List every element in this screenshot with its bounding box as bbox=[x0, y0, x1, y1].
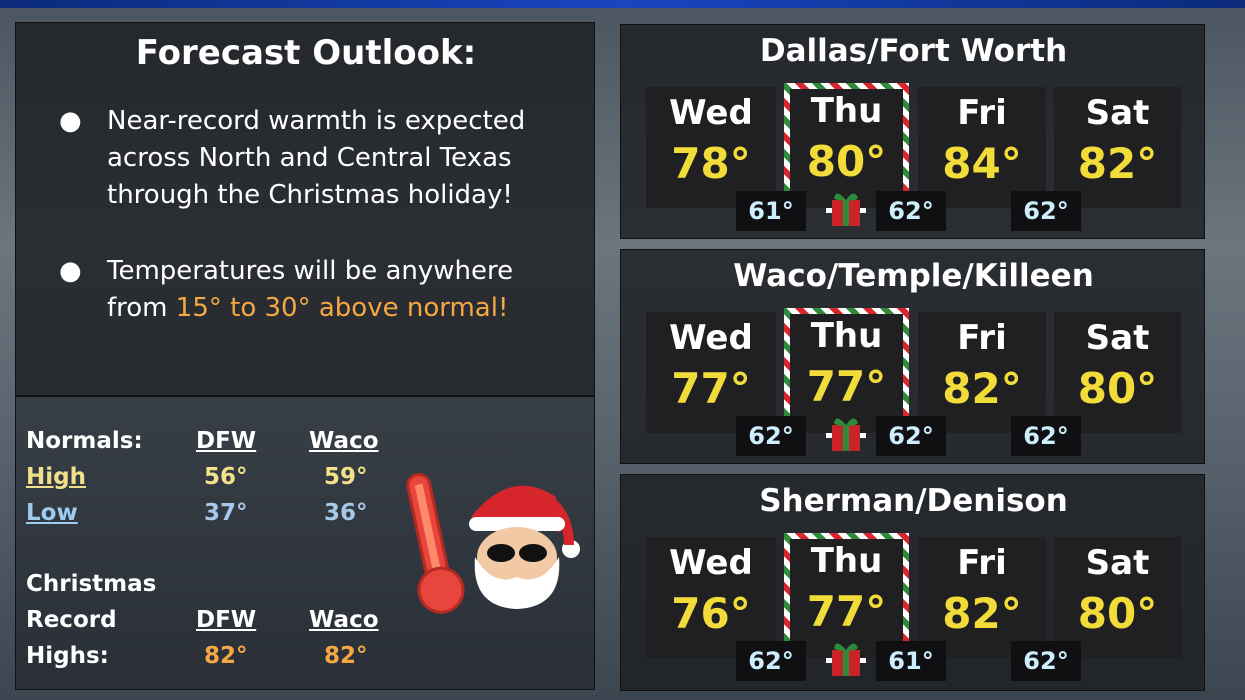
day-high: 82° bbox=[942, 589, 1022, 638]
top-bar bbox=[0, 0, 1245, 8]
day-name: Sat bbox=[1085, 93, 1150, 133]
day-card: Fri 84° bbox=[918, 87, 1046, 208]
day-name: Wed bbox=[669, 93, 753, 133]
row-label: Low bbox=[26, 500, 78, 526]
normals-label: Normals: bbox=[26, 428, 143, 454]
day-high: 77° bbox=[671, 364, 751, 413]
day-high: 82° bbox=[942, 364, 1022, 413]
day-card: Fri 82° bbox=[918, 312, 1046, 433]
day-card: Sat 82° bbox=[1054, 87, 1181, 208]
day-name: Thu bbox=[810, 541, 883, 581]
column-header: Waco bbox=[309, 428, 379, 454]
city-panel: Dallas/Fort Worth Wed 78° Thu 80° Fri 84° Sat 82… bbox=[620, 24, 1205, 239]
city-name: Waco/Temple/Killeen bbox=[733, 258, 1094, 294]
low-temp: 62° bbox=[1011, 191, 1081, 231]
city-name: Dallas/Fort Worth bbox=[759, 33, 1068, 69]
highlight: 15° to 30° above normal! bbox=[175, 293, 509, 323]
day-card: Thu 80° bbox=[790, 89, 903, 208]
records-label: Christmas bbox=[26, 571, 157, 597]
day-name: Fri bbox=[957, 318, 1007, 358]
outlook-panel: Forecast Outlook: ● Near-record warmth is… bbox=[15, 22, 595, 396]
bullet: ● Near-record warmth is expected across N… bbox=[59, 103, 541, 214]
day-card: Wed 78° bbox=[646, 87, 776, 208]
gift bbox=[826, 418, 866, 451]
bullet-text: Near-record warmth is expected across No… bbox=[107, 106, 526, 210]
low-temp: 62° bbox=[876, 191, 946, 231]
gift bbox=[826, 643, 866, 676]
bullet-text: Temperatures will be anywhere from bbox=[107, 256, 514, 323]
gift-icon bbox=[826, 188, 866, 226]
low-temp: 62° bbox=[1011, 641, 1081, 681]
day-name: Thu bbox=[810, 91, 883, 131]
column-header: Waco bbox=[309, 607, 379, 633]
low-temp: 62° bbox=[736, 641, 806, 681]
gift-icon bbox=[826, 638, 866, 676]
day-card-frame: Thu 77° bbox=[784, 533, 909, 658]
gift-icon bbox=[826, 413, 866, 451]
normal-value: 59° bbox=[324, 464, 368, 490]
day-high: 84° bbox=[942, 139, 1022, 188]
day-high: 80° bbox=[1077, 364, 1158, 413]
row-label: High bbox=[26, 464, 86, 490]
normal-value: 37° bbox=[204, 500, 248, 526]
gift bbox=[826, 193, 866, 226]
day-high: 76° bbox=[671, 589, 751, 638]
normals-panel: Normals: DFW Waco High 56° 59° Low 37° 3… bbox=[15, 396, 595, 690]
city-name: Sherman/Denison bbox=[759, 483, 1068, 519]
day-name: Fri bbox=[957, 93, 1007, 133]
column-header: DFW bbox=[196, 607, 257, 633]
day-name: Sat bbox=[1085, 543, 1150, 583]
day-high: 77° bbox=[806, 587, 887, 636]
record-value: 82° bbox=[324, 643, 368, 669]
normal-value: 36° bbox=[324, 500, 368, 526]
normal-value: 56° bbox=[204, 464, 248, 490]
day-card: Sat 80° bbox=[1054, 537, 1181, 658]
bullet: ● Temperatures will be anywhere from 15° … bbox=[59, 253, 541, 327]
day-card: Sat 80° bbox=[1054, 312, 1181, 433]
low-temp: 62° bbox=[1011, 416, 1081, 456]
day-card: Thu 77° bbox=[790, 539, 903, 658]
day-name: Fri bbox=[957, 543, 1007, 583]
day-card: Thu 77° bbox=[790, 314, 903, 433]
day-card-frame: Thu 77° bbox=[784, 308, 909, 433]
column-header: DFW bbox=[196, 428, 257, 454]
santa-illustration bbox=[406, 472, 580, 614]
day-card: Fri 82° bbox=[918, 537, 1046, 658]
day-name: Wed bbox=[669, 543, 753, 583]
day-card-frame: Thu 80° bbox=[784, 83, 909, 208]
record-value: 82° bbox=[204, 643, 248, 669]
day-high: 80° bbox=[1077, 589, 1158, 638]
city-panel: Sherman/Denison Wed 76° Thu 77° Fri 82° Sat 80° 6… bbox=[620, 474, 1205, 691]
day-name: Thu bbox=[810, 316, 883, 356]
records-label: Highs: bbox=[26, 643, 109, 669]
bullet-text: Temperatures will be anywhere from 15° t… bbox=[107, 253, 541, 327]
low-temp: 61° bbox=[736, 191, 806, 231]
day-name: Sat bbox=[1085, 318, 1150, 358]
day-card: Wed 77° bbox=[646, 312, 776, 433]
day-high: 77° bbox=[806, 362, 887, 411]
low-temp: 61° bbox=[876, 641, 946, 681]
day-card: Wed 76° bbox=[646, 537, 776, 658]
day-high: 80° bbox=[806, 137, 887, 186]
day-high: 78° bbox=[671, 139, 751, 188]
records-label: Record bbox=[26, 607, 117, 633]
low-temp: 62° bbox=[736, 416, 806, 456]
low-temp: 62° bbox=[876, 416, 946, 456]
day-high: 82° bbox=[1077, 139, 1158, 188]
outlook-title: Forecast Outlook: bbox=[135, 33, 477, 73]
city-panel: Waco/Temple/Killeen Wed 77° Thu 77° Fri 82° Sat… bbox=[620, 249, 1205, 464]
day-name: Wed bbox=[669, 318, 753, 358]
